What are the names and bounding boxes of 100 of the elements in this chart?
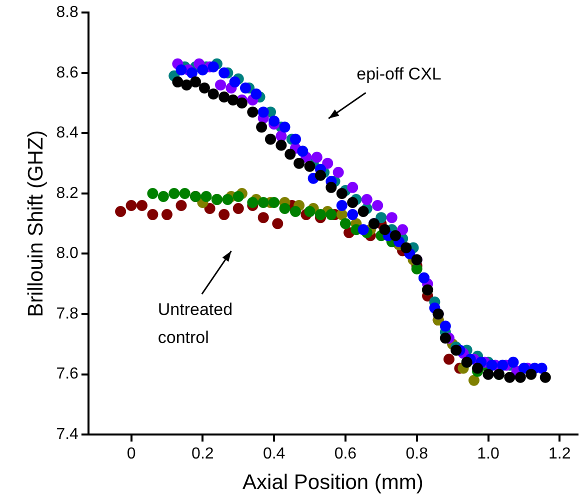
point bbox=[332, 166, 344, 178]
y-tick-label: 7.6 bbox=[56, 366, 79, 383]
point bbox=[190, 76, 202, 88]
y-tick-label: 8.4 bbox=[56, 124, 79, 142]
point bbox=[326, 182, 337, 193]
point bbox=[340, 218, 351, 230]
point bbox=[136, 200, 148, 212]
point bbox=[258, 212, 269, 224]
x-tick-label: 0.8 bbox=[406, 446, 428, 463]
point bbox=[411, 263, 422, 274]
point bbox=[236, 98, 248, 109]
point bbox=[198, 82, 210, 94]
point bbox=[314, 170, 326, 181]
point bbox=[256, 122, 268, 133]
point bbox=[450, 344, 462, 356]
point bbox=[268, 116, 280, 127]
point bbox=[376, 212, 387, 224]
y-tick-label: 7.8 bbox=[56, 305, 79, 322]
point bbox=[311, 152, 322, 163]
x-tick-label: 0.6 bbox=[334, 446, 357, 463]
point bbox=[400, 242, 412, 254]
point bbox=[336, 200, 348, 212]
point bbox=[228, 94, 239, 106]
point bbox=[172, 76, 184, 88]
point bbox=[397, 224, 408, 236]
point bbox=[218, 67, 230, 78]
point bbox=[158, 190, 169, 202]
point bbox=[200, 190, 212, 202]
point bbox=[115, 206, 126, 218]
point bbox=[347, 209, 358, 220]
x-axis-title: Axial Position (mm) bbox=[242, 471, 424, 494]
point bbox=[540, 372, 551, 383]
point bbox=[276, 140, 287, 151]
point bbox=[358, 224, 369, 236]
y-tick-label: 8.0 bbox=[56, 245, 79, 262]
point bbox=[361, 194, 372, 205]
point bbox=[232, 203, 244, 214]
y-axis-title: Brillouin Shift (GHZ) bbox=[24, 130, 48, 317]
point bbox=[386, 212, 398, 224]
point bbox=[176, 64, 187, 76]
point bbox=[161, 209, 172, 220]
x-tick-label: 0.2 bbox=[192, 446, 214, 463]
point bbox=[232, 190, 244, 202]
x-tick-label: 1.0 bbox=[477, 446, 500, 463]
point bbox=[126, 200, 137, 212]
point bbox=[147, 209, 158, 220]
point bbox=[508, 356, 519, 368]
point bbox=[326, 209, 337, 220]
annotation: epi-off CXL bbox=[356, 64, 442, 84]
point bbox=[240, 82, 252, 94]
y-tick-label: 7.4 bbox=[56, 426, 79, 444]
point bbox=[218, 209, 230, 220]
point bbox=[440, 320, 451, 332]
point bbox=[322, 158, 334, 169]
point bbox=[176, 200, 187, 212]
point bbox=[204, 203, 216, 214]
point bbox=[497, 360, 508, 371]
point bbox=[208, 88, 219, 100]
point bbox=[290, 134, 301, 145]
point bbox=[372, 200, 384, 212]
point bbox=[218, 92, 230, 102]
point bbox=[279, 203, 290, 214]
point bbox=[347, 182, 358, 193]
point bbox=[258, 197, 269, 208]
point bbox=[247, 106, 258, 118]
point bbox=[294, 158, 305, 169]
point bbox=[526, 368, 537, 380]
x-tick-label: 1.2 bbox=[548, 446, 571, 463]
x-tick-label: 0.4 bbox=[262, 446, 286, 463]
point bbox=[272, 218, 284, 230]
point bbox=[304, 206, 316, 218]
point bbox=[268, 197, 280, 208]
point bbox=[186, 67, 198, 78]
point bbox=[179, 188, 190, 199]
point bbox=[284, 148, 296, 160]
point bbox=[279, 122, 290, 133]
point bbox=[440, 332, 451, 344]
point bbox=[358, 206, 369, 218]
point bbox=[197, 64, 208, 76]
point bbox=[468, 374, 480, 386]
point bbox=[147, 188, 158, 199]
annotation: Untreated control bbox=[158, 300, 233, 348]
point bbox=[215, 79, 226, 90]
point bbox=[504, 372, 516, 383]
point bbox=[482, 368, 494, 380]
point bbox=[304, 160, 316, 172]
point bbox=[208, 61, 219, 72]
point bbox=[265, 134, 276, 145]
point bbox=[486, 360, 498, 371]
point bbox=[229, 76, 240, 88]
point bbox=[168, 188, 180, 199]
point bbox=[514, 372, 526, 383]
y-tick-label: 8.6 bbox=[56, 64, 79, 82]
y-tick-label: 8.2 bbox=[56, 184, 79, 202]
point bbox=[314, 209, 326, 220]
y-tick-label: 8.8 bbox=[56, 4, 79, 22]
point bbox=[379, 224, 390, 236]
x-tick-label: 0 bbox=[126, 446, 136, 463]
point bbox=[472, 362, 484, 374]
point bbox=[258, 106, 269, 118]
